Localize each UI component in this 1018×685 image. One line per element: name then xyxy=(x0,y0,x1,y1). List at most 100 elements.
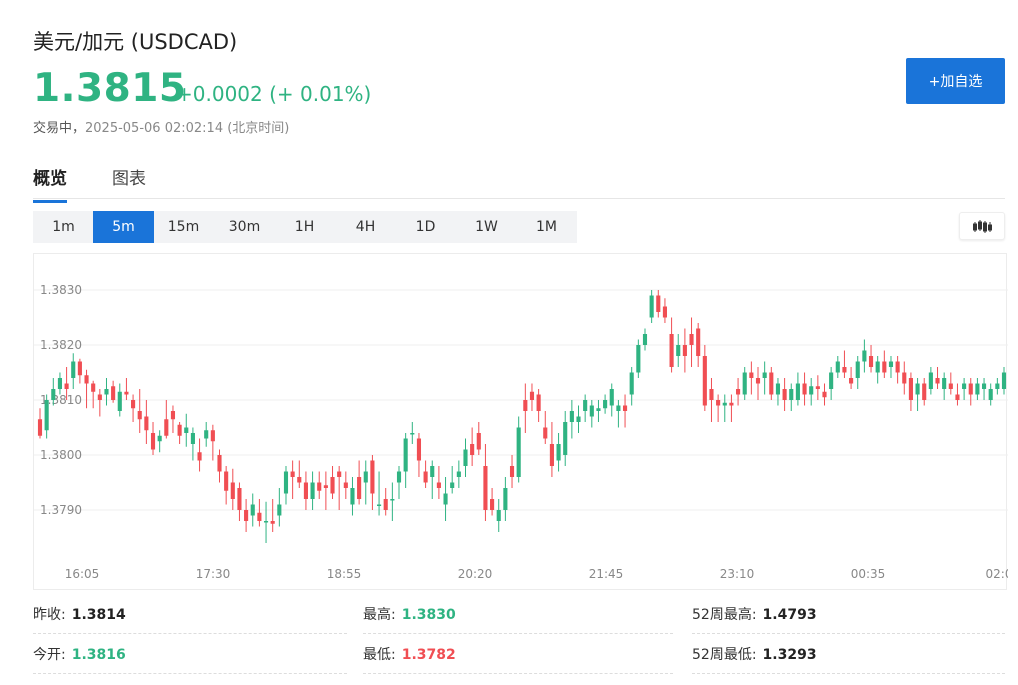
candle-body xyxy=(922,383,927,400)
candle-body xyxy=(430,466,435,477)
candle-body xyxy=(583,400,588,411)
candle-body xyxy=(277,504,282,516)
candle-body xyxy=(789,389,794,400)
current-price: 1.3815 xyxy=(33,66,187,111)
candle-body xyxy=(523,400,528,411)
candlestick-chart: 1.3830 1.3820 1.3810 1.3800 1.3790 16:05 17:30… xyxy=(34,283,1008,581)
candle-body xyxy=(1001,372,1007,389)
candle-body xyxy=(509,466,515,477)
stat-open: 今开: 1.3816 xyxy=(33,636,347,674)
interval-4h[interactable]: 4H xyxy=(355,219,376,235)
x-tick-label: 23:10 xyxy=(720,567,755,581)
candle-body xyxy=(403,438,408,472)
stat-label: 今开: xyxy=(33,647,66,663)
candle-body xyxy=(722,402,727,406)
candle-body xyxy=(224,471,229,491)
candle-body xyxy=(111,386,116,400)
y-tick-label: 1.3800 xyxy=(40,448,82,462)
x-tick-label: 00:35 xyxy=(851,567,886,581)
candle-body xyxy=(117,391,122,411)
candle-body xyxy=(536,394,541,411)
candle-body xyxy=(57,378,63,389)
candle-body xyxy=(44,400,49,431)
trading-status: 交易中，2025-05-06 02:02:14 (北京时间) xyxy=(33,117,289,136)
stat-low: 最低: 1.3782 xyxy=(363,636,673,674)
interval-1w[interactable]: 1W xyxy=(475,219,498,235)
candle-body xyxy=(503,488,508,510)
candle-body xyxy=(516,427,521,477)
candle-body xyxy=(377,504,382,506)
candle-body xyxy=(563,422,568,455)
candle-body xyxy=(855,361,860,378)
price-chart[interactable]: 1.3830 1.3820 1.3810 1.3800 1.3790 16:05 17:30… xyxy=(33,253,1008,590)
candle-body xyxy=(749,372,754,378)
tab-chart[interactable]: 图表 xyxy=(112,169,146,189)
stat-52w-high: 52周最高: 1.4793 xyxy=(692,596,1005,634)
interval-15m[interactable]: 15m xyxy=(167,219,200,235)
add-to-watchlist-button[interactable]: +加自选 xyxy=(906,58,1005,104)
interval-1m[interactable]: 1m xyxy=(52,219,75,235)
candle-body xyxy=(596,408,601,411)
candle-body xyxy=(975,383,980,395)
candle-body xyxy=(263,521,269,523)
candle-body xyxy=(131,400,136,409)
candle-body xyxy=(609,389,614,406)
candle-body xyxy=(350,488,355,505)
candle-body xyxy=(257,512,262,521)
candle-body xyxy=(576,416,581,422)
candle-body xyxy=(383,499,388,510)
candle-body xyxy=(569,411,574,422)
candle-body xyxy=(629,372,634,395)
x-tick-label: 18:55 xyxy=(327,567,362,581)
candle-body xyxy=(164,419,169,436)
candle-body xyxy=(835,361,840,373)
candle-body xyxy=(902,372,907,384)
candle-body xyxy=(942,378,947,389)
x-tick-label: 17:30 xyxy=(196,567,231,581)
candle-body xyxy=(842,367,847,373)
candle-body xyxy=(490,499,495,510)
candle-body xyxy=(476,433,481,450)
candle-body xyxy=(968,383,973,395)
tab-overview[interactable]: 概览 xyxy=(33,164,67,203)
stat-value: 1.3814 xyxy=(71,607,126,623)
interval-1mo[interactable]: 1M xyxy=(536,219,557,235)
interval-30m[interactable]: 30m xyxy=(228,219,261,235)
candle-body xyxy=(895,361,900,373)
candle-body xyxy=(935,378,940,384)
candle-body xyxy=(543,427,548,439)
candle-body xyxy=(882,361,887,373)
candlestick-icon xyxy=(973,220,992,233)
candle-body xyxy=(217,455,222,472)
candle-body xyxy=(303,482,308,499)
stat-value: 1.4793 xyxy=(762,607,817,623)
interval-1h[interactable]: 1H xyxy=(294,219,315,235)
candle-body xyxy=(230,482,235,499)
y-tick-label: 1.3810 xyxy=(40,393,82,407)
candle-body xyxy=(795,383,800,400)
candle-body xyxy=(363,471,368,483)
candle-body xyxy=(250,504,255,516)
candle-body xyxy=(888,361,894,367)
stat-value: 1.3782 xyxy=(401,647,456,663)
candle-body xyxy=(815,386,820,389)
candle-body xyxy=(283,471,289,494)
candle-body xyxy=(77,361,82,376)
candle-body xyxy=(337,471,342,477)
stat-value: 1.3816 xyxy=(71,647,126,663)
candle-body xyxy=(244,510,249,521)
candle-body xyxy=(37,419,43,436)
candle-body xyxy=(410,433,415,435)
status-text: 交易中， xyxy=(33,121,86,136)
candle-body xyxy=(64,383,69,389)
candle-body xyxy=(875,361,880,373)
candle-body xyxy=(716,400,721,406)
candle-body xyxy=(177,424,182,436)
candle-body xyxy=(357,477,362,499)
candle-body xyxy=(97,394,102,400)
interval-1d[interactable]: 1D xyxy=(415,219,436,235)
chart-type-button[interactable] xyxy=(959,212,1005,240)
interval-5m[interactable]: 5m xyxy=(93,211,154,243)
y-tick-label: 1.3830 xyxy=(40,283,82,297)
candle-body xyxy=(416,438,422,461)
